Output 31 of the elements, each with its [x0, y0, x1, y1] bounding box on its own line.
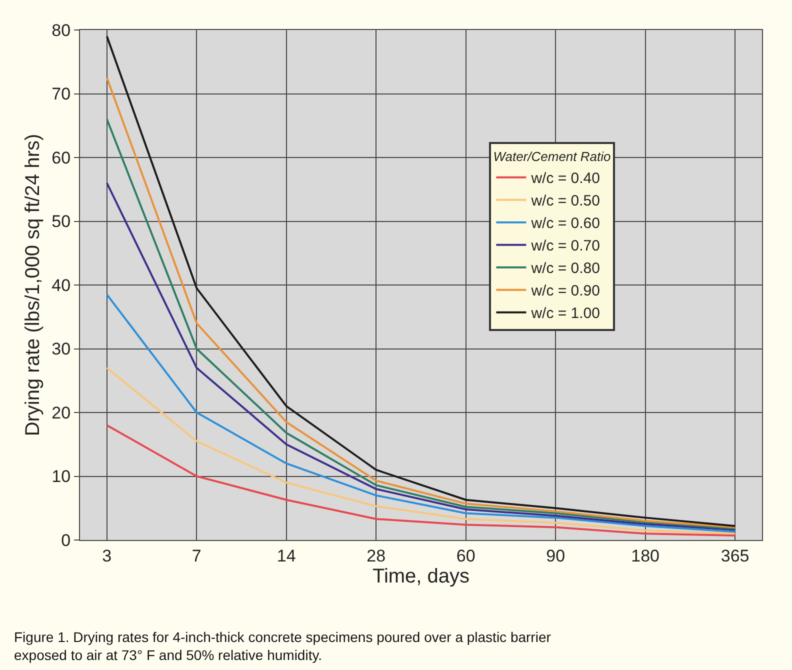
y-tick-label: 10	[52, 467, 71, 486]
x-tick-label: 60	[456, 546, 476, 566]
y-tick-label: 80	[52, 20, 71, 40]
legend-label: w/c = 0.80	[530, 260, 600, 278]
y-tick-label: 70	[52, 84, 71, 104]
x-tick-label: 365	[720, 546, 750, 566]
legend-label: w/c = 0.90	[530, 282, 600, 300]
legend-title: Water/Cement Ratio	[493, 149, 611, 164]
legend-label: w/c = 0.70	[530, 238, 600, 255]
caption: Figure 1. Drying rates for 4-inch-thick concrete specimens poured over a plastic barrier exposed to air at 73° F and 50% relative humidity.	[14, 629, 552, 664]
legend-label: w/c = 0.40	[530, 170, 600, 188]
legend-label: w/c = 0.50	[530, 192, 600, 210]
x-tick-label: 7	[192, 546, 202, 566]
x-tick-label: 180	[631, 546, 660, 566]
y-tick-label: 60	[52, 148, 71, 168]
legend-label: w/c = 1.00	[530, 305, 600, 322]
y-tick-label: 50	[52, 212, 71, 232]
x-tick-label: 3	[102, 546, 112, 566]
x-axis-title: Time, days	[372, 565, 470, 588]
y-tick-label: 30	[52, 340, 71, 359]
y-tick-label: 0	[61, 530, 71, 550]
line-series	[106, 182, 736, 531]
x-tick-label: 28	[366, 546, 386, 566]
y-tick-label: 40	[52, 276, 71, 295]
x-tick-label: 90	[546, 546, 566, 566]
legend-label: w/c = 0.60	[530, 215, 600, 232]
line-series	[106, 424, 736, 537]
line-series	[106, 366, 736, 535]
y-tick-label: 20	[52, 403, 71, 422]
y-axis-title: Drying rate (lbs/1,000 sq ft/24 hrs)	[22, 134, 44, 436]
x-tick-label: 14	[276, 546, 296, 566]
